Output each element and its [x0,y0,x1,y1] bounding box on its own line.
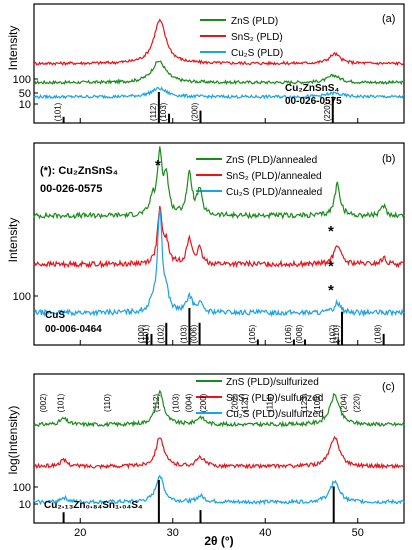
panel-c-legend: ZnS (PLD)/sulfurized SnS₂ (PLD)/sulfuriz… [196,377,324,420]
x-tick-label: 20 [74,527,86,539]
series-line [33,60,405,86]
hkl-label: (121) [241,393,250,412]
hkl-label: (102) [156,324,165,343]
panel-b-curves [33,146,405,318]
legend-entry: SnS₂ (PLD)/sulfurized [226,393,323,404]
hkl-label: (110) [103,394,112,412]
legend-entry: Cu₂S (PLD) [231,48,283,59]
x-tick-label: 30 [167,527,179,539]
panel-c-reference-name: Cu₂.₁₃Zn₀.₈₄Sn₁.₀₄S₄ [44,500,143,511]
panel-a-y-axis-label: Intensity [6,26,20,71]
hkl-label: (106) [284,324,293,343]
hkl-label: (103) [179,324,188,343]
star-marker: * [155,157,161,174]
legend-entry: ZnS (PLD)/sulfurized [226,377,319,388]
panel-a: 100 50 10 Intensity (a) ZnS (PLD) SnS₂ (… [6,3,405,124]
hkl-label: (200) [199,393,208,412]
x-tick-label: 40 [259,527,271,539]
panel-b-star-card: 00-026-0575 [40,183,102,195]
series-line [33,146,405,220]
panel-b-legend: ZnS (PLD)/annealed SnS₂ (PLD)/annealed C… [196,155,322,198]
hkl-label: (200) [191,102,200,121]
panel-a-reference-name: Cu₂ZnSnS₄ [285,83,339,94]
panel-c-frame [33,373,405,524]
y-tick-label: 100 [13,74,31,86]
star-marker: * [328,282,334,299]
panel-b: 100 Intensity (b) (*): Cu₂ZnSnS₄ 00-026-… [6,142,405,346]
panel-b-star-note: (*): Cu₂ZnSnS₄ [40,165,118,177]
panel-a-tag: (a) [382,13,395,25]
hkl-label: (123) [300,393,309,412]
hkl-label: (105) [313,393,322,412]
hkl-label: (006) [190,324,199,343]
series-line [33,86,404,100]
legend-entry: SnS₂ (PLD) [231,32,283,43]
panel-a-reference-card: 00-026-0575 [285,96,342,107]
panel-a-curves [33,18,405,100]
star-marker: * [328,223,334,240]
y-tick-label: 100 [13,482,31,494]
panel-b-reference-peaks: (100)(101) (102) (103) (006) (105) (106) (008)… [137,308,385,345]
x-axis-label: 2θ (°) [204,534,233,548]
panel-c-reference-peaks [62,480,335,523]
panel-b-tag: (b) [382,153,395,165]
hkl-label: (101) [141,324,150,343]
panel-a-y-ticks: 100 50 10 [13,74,38,111]
legend-entry: ZnS (PLD) [231,16,278,27]
hkl-label: (101) [57,393,66,412]
hkl-label: (101) [54,102,63,121]
hkl-label: (204) [340,393,349,412]
y-tick-label: 10 [19,499,31,511]
y-tick-label: 100 [13,291,31,303]
panel-b-reference-card: 00-006-0464 [45,324,102,335]
hkl-label: (002) [39,393,48,412]
panel-b-x-ticks [79,340,359,345]
hkl-label: (105) [248,324,257,343]
hkl-label: (008) [295,324,304,343]
y-tick-label: 50 [19,88,31,100]
series-line [33,389,405,428]
y-tick-label: 10 [19,99,31,111]
panel-c-tag: (c) [382,381,395,393]
panel-c-peak-labels: (002) (101) (110) (112) (103) (004) (200) (202)… [39,393,362,412]
hkl-label: (220) [353,393,362,412]
x-tick-label: 50 [352,527,364,539]
panel-b-frame [33,142,405,346]
series-line [33,435,405,470]
legend-entry: Cu₂S (PLD)/sulfurized [226,409,324,420]
hkl-label: (112) [149,103,158,121]
hkl-label: (202) [231,393,240,412]
panel-c-curves [33,389,405,506]
hkl-label: (004) [184,393,193,412]
legend-entry: ZnS (PLD)/annealed [226,155,317,166]
hkl-label: (220) [323,102,332,121]
series-line [33,209,405,318]
panel-c-y-axis-label: log(Intensity) [6,406,20,475]
hkl-label: (100) [137,324,146,343]
hkl-label: (103) [171,393,180,412]
hkl-label: (114) [266,394,275,412]
panel-b-y-axis-label: Intensity [6,218,20,263]
series-line [33,18,405,67]
panel-a-x-ticks [79,118,359,123]
panel-b-reference-name: CuS [45,310,65,321]
series-line [33,205,405,269]
x-tick-labels: 20 30 40 50 [74,527,364,539]
panel-c-x-ticks [79,518,359,523]
panel-a-reference-peaks: (101) (112) (103) (200) (220) [54,92,334,123]
panel-a-legend: ZnS (PLD) SnS₂ (PLD) Cu₂S (PLD) [200,16,283,59]
legend-entry: Cu₂S (PLD)/annealed [226,187,322,198]
star-marker: * [328,258,334,275]
hkl-label: (103) [159,102,168,121]
hkl-label: (110) [332,325,341,343]
series-line [33,474,405,506]
legend-entry: SnS₂ (PLD)/annealed [226,171,322,182]
hkl-label: (107) [328,324,337,343]
hkl-label: (108) [374,324,383,343]
panel-c: 100 10 log(Intensity) (c) ZnS (PLD)/sulf… [6,373,405,524]
